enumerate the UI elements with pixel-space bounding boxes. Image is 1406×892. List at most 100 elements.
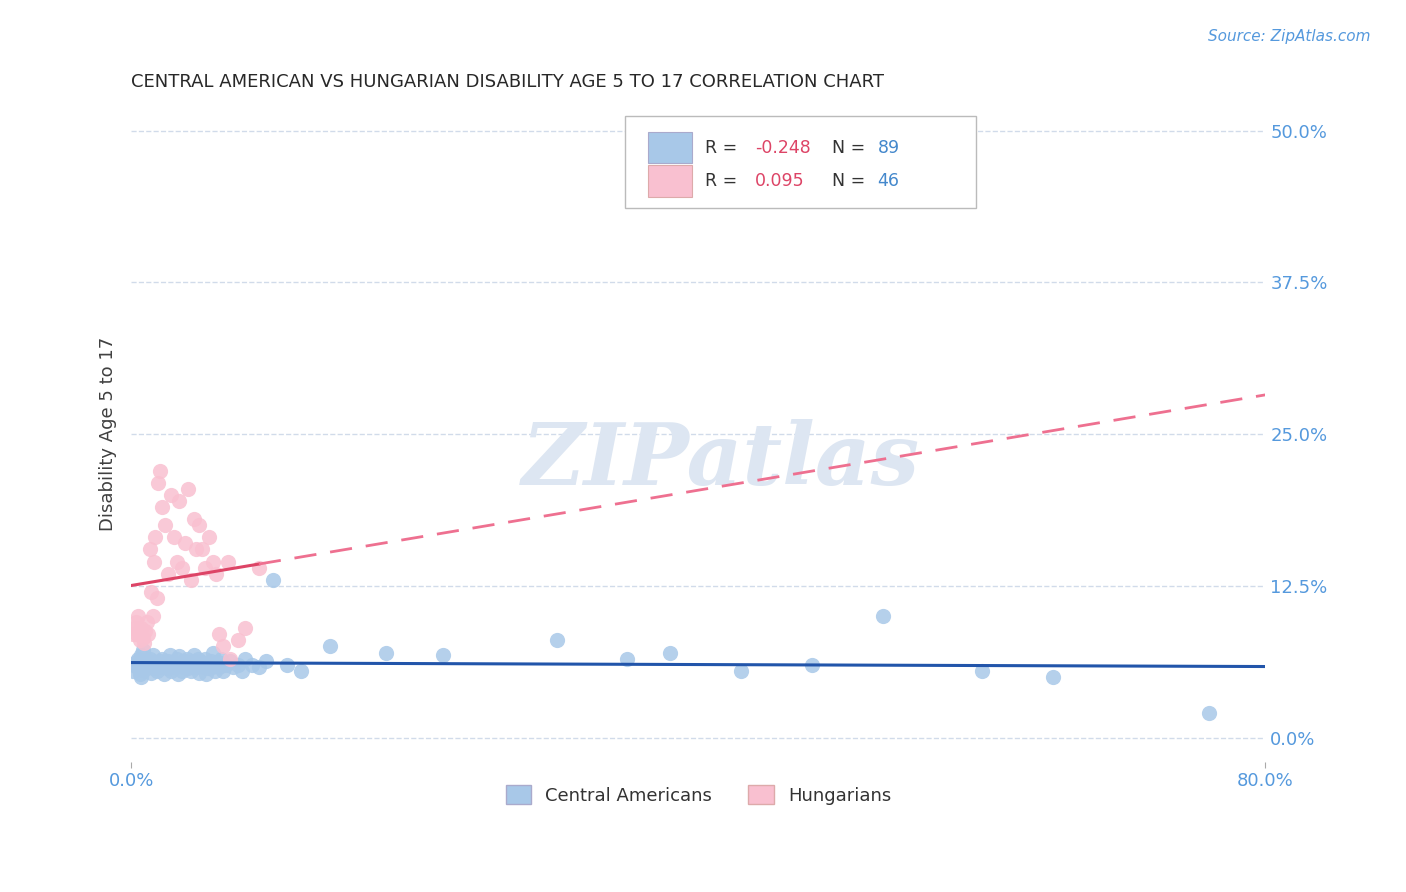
Point bbox=[134, 624, 156, 638]
Point bbox=[129, 670, 152, 684]
Point bbox=[132, 636, 155, 650]
Point bbox=[215, 657, 238, 672]
Point bbox=[194, 560, 217, 574]
Point bbox=[150, 660, 173, 674]
Point bbox=[129, 621, 152, 635]
Point bbox=[141, 648, 163, 662]
Point bbox=[730, 664, 752, 678]
Text: 0.095: 0.095 bbox=[755, 172, 804, 190]
Point bbox=[212, 640, 235, 654]
Point bbox=[156, 661, 179, 675]
Text: R =: R = bbox=[706, 172, 748, 190]
Text: ZIPatlas: ZIPatlas bbox=[522, 418, 920, 502]
FancyBboxPatch shape bbox=[648, 165, 692, 196]
Point bbox=[169, 493, 191, 508]
Point bbox=[125, 627, 148, 641]
Point bbox=[202, 555, 225, 569]
Point bbox=[159, 648, 181, 662]
Point bbox=[187, 651, 209, 665]
Point bbox=[139, 585, 162, 599]
Point bbox=[146, 591, 169, 605]
Point bbox=[198, 530, 221, 544]
Point bbox=[131, 643, 153, 657]
Point bbox=[195, 667, 218, 681]
Point bbox=[208, 660, 231, 674]
Point bbox=[191, 655, 214, 669]
Point bbox=[184, 654, 207, 668]
Point bbox=[180, 573, 202, 587]
Point bbox=[180, 664, 202, 678]
Point bbox=[205, 657, 228, 672]
Point bbox=[163, 530, 186, 544]
Point bbox=[129, 648, 152, 662]
Point bbox=[233, 651, 256, 665]
Point bbox=[247, 660, 270, 674]
Point bbox=[290, 664, 312, 678]
Text: N =: N = bbox=[832, 172, 870, 190]
Point bbox=[176, 651, 198, 665]
Point bbox=[152, 500, 174, 514]
FancyBboxPatch shape bbox=[624, 116, 976, 208]
Point bbox=[167, 667, 190, 681]
Point bbox=[152, 651, 174, 665]
Point bbox=[231, 664, 253, 678]
Point bbox=[136, 660, 159, 674]
Point bbox=[121, 664, 143, 678]
Point bbox=[217, 555, 239, 569]
Point bbox=[190, 657, 212, 672]
Legend: Central Americans, Hungarians: Central Americans, Hungarians bbox=[498, 778, 898, 812]
Text: CENTRAL AMERICAN VS HUNGARIAN DISABILITY AGE 5 TO 17 CORRELATION CHART: CENTRAL AMERICAN VS HUNGARIAN DISABILITY… bbox=[131, 73, 884, 91]
Text: R =: R = bbox=[706, 138, 742, 157]
Point bbox=[202, 646, 225, 660]
Point bbox=[240, 657, 263, 672]
Point bbox=[166, 651, 188, 665]
Point bbox=[616, 651, 638, 665]
Point bbox=[247, 560, 270, 574]
Point bbox=[160, 488, 183, 502]
Point bbox=[375, 646, 398, 660]
Text: N =: N = bbox=[832, 138, 870, 157]
Point bbox=[153, 667, 176, 681]
Point bbox=[124, 615, 146, 630]
Point bbox=[166, 555, 188, 569]
Point bbox=[546, 633, 568, 648]
Point bbox=[432, 648, 454, 662]
Point bbox=[181, 657, 204, 672]
Point bbox=[201, 660, 224, 674]
Point bbox=[186, 542, 208, 557]
Point bbox=[188, 666, 211, 681]
Text: Source: ZipAtlas.com: Source: ZipAtlas.com bbox=[1208, 29, 1371, 45]
Y-axis label: Disability Age 5 to 17: Disability Age 5 to 17 bbox=[100, 337, 117, 532]
Point bbox=[132, 663, 155, 677]
Point bbox=[125, 660, 148, 674]
Point bbox=[207, 655, 229, 669]
Text: 46: 46 bbox=[877, 172, 900, 190]
Point bbox=[872, 609, 894, 624]
Point bbox=[146, 664, 169, 678]
Point bbox=[160, 664, 183, 678]
Point bbox=[155, 657, 177, 672]
Point bbox=[148, 657, 170, 672]
Point bbox=[205, 566, 228, 581]
Point bbox=[169, 649, 191, 664]
Point bbox=[1198, 706, 1220, 721]
Point bbox=[122, 621, 145, 635]
Point bbox=[262, 573, 284, 587]
Point bbox=[191, 542, 214, 557]
Point bbox=[219, 654, 242, 668]
Text: 89: 89 bbox=[877, 138, 900, 157]
Point bbox=[198, 657, 221, 672]
Point bbox=[122, 657, 145, 672]
Point bbox=[970, 664, 993, 678]
Point bbox=[142, 661, 165, 675]
Point bbox=[204, 664, 226, 678]
Point bbox=[165, 660, 187, 674]
Point bbox=[177, 661, 200, 675]
Point bbox=[143, 530, 166, 544]
Point bbox=[149, 654, 172, 668]
Point bbox=[183, 512, 205, 526]
Point bbox=[141, 609, 163, 624]
Point bbox=[179, 655, 201, 669]
Text: -0.248: -0.248 bbox=[755, 138, 811, 157]
Point bbox=[157, 566, 180, 581]
